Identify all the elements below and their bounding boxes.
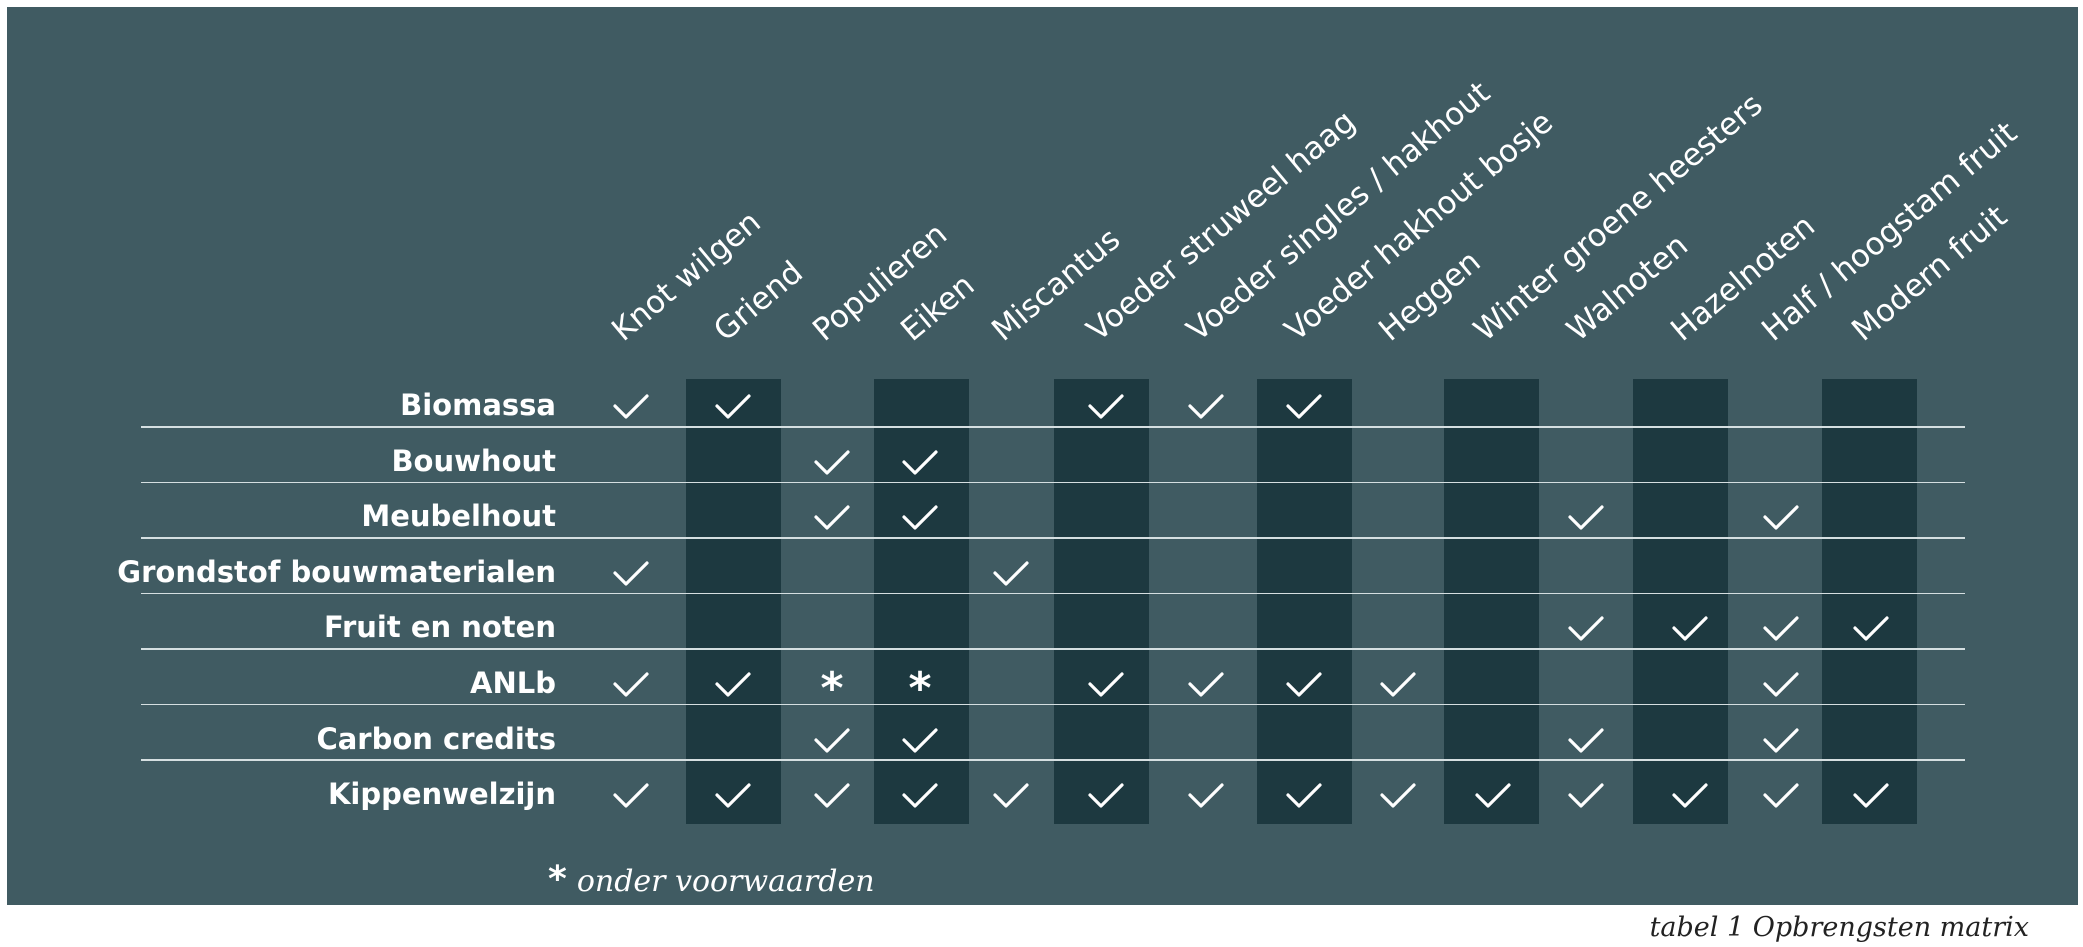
check-icon (981, 552, 1041, 592)
check-icon (1176, 774, 1236, 814)
check-icon (1176, 663, 1236, 703)
check-icon (890, 441, 950, 481)
check-icon (1076, 385, 1136, 425)
check-icon (1660, 774, 1720, 814)
check-icon (1274, 663, 1334, 703)
row-divider (141, 481, 1965, 483)
footnote-marker: * (548, 859, 567, 900)
check-icon (1751, 719, 1811, 759)
check-icon (890, 719, 950, 759)
check-icon (703, 385, 763, 425)
column-stripe (1257, 379, 1352, 824)
footnote-text: onder voorwaarden (576, 864, 875, 899)
check-icon (1751, 774, 1811, 814)
column-header-label: Griend (707, 254, 810, 349)
row-label: Meubelhout (361, 499, 556, 533)
check-icon (1463, 774, 1523, 814)
column-stripe (1822, 379, 1917, 824)
check-icon (601, 663, 661, 703)
row-divider (141, 537, 1965, 539)
check-icon (1368, 774, 1428, 814)
row-divider (141, 703, 1965, 705)
check-icon (1841, 774, 1901, 814)
table-caption: tabel 1 Opbrengsten matrix (1649, 912, 2029, 943)
check-icon (1368, 663, 1428, 703)
row-divider (141, 648, 1965, 650)
footnote: * onder voorwaarden (548, 859, 875, 900)
row-label: Carbon credits (316, 722, 556, 756)
check-icon (703, 663, 763, 703)
column-stripe (1054, 379, 1149, 824)
check-icon (802, 774, 862, 814)
row-label: Biomassa (400, 388, 556, 422)
check-icon (890, 496, 950, 536)
row-label: Grondstof bouwmaterialen (117, 555, 556, 589)
check-icon (601, 385, 661, 425)
check-icon (802, 719, 862, 759)
check-icon (890, 774, 950, 814)
row-divider (141, 592, 1965, 594)
column-stripe (1444, 379, 1539, 824)
column-stripe (686, 379, 781, 824)
check-icon (1076, 663, 1136, 703)
check-icon (703, 774, 763, 814)
check-icon (1556, 774, 1616, 814)
row-divider (141, 426, 1965, 428)
check-icon (1751, 607, 1811, 647)
row-divider (141, 759, 1965, 761)
check-icon (601, 552, 661, 592)
check-icon (1841, 607, 1901, 647)
check-icon (1556, 496, 1616, 536)
row-label: Bouwhout (391, 444, 556, 478)
check-icon (1176, 385, 1236, 425)
check-icon (1274, 774, 1334, 814)
check-icon (601, 774, 661, 814)
check-icon (1274, 385, 1334, 425)
row-label: ANLb (470, 666, 556, 700)
check-icon (1751, 663, 1811, 703)
check-icon (1751, 496, 1811, 536)
matrix-panel: Knot wilgen Griend Populieren Eiken Miscantu… (7, 7, 2078, 905)
asterisk-icon: * (820, 663, 844, 714)
check-icon (802, 496, 862, 536)
check-icon (1660, 607, 1720, 647)
asterisk-icon: * (908, 663, 932, 714)
check-icon (981, 774, 1041, 814)
row-label: Kippenwelzijn (327, 777, 556, 811)
column-stripe (1633, 379, 1728, 824)
check-icon (1076, 774, 1136, 814)
row-label: Fruit en noten (324, 610, 556, 644)
column-stripe (874, 379, 969, 824)
check-icon (1556, 607, 1616, 647)
check-icon (1556, 719, 1616, 759)
check-icon (802, 441, 862, 481)
